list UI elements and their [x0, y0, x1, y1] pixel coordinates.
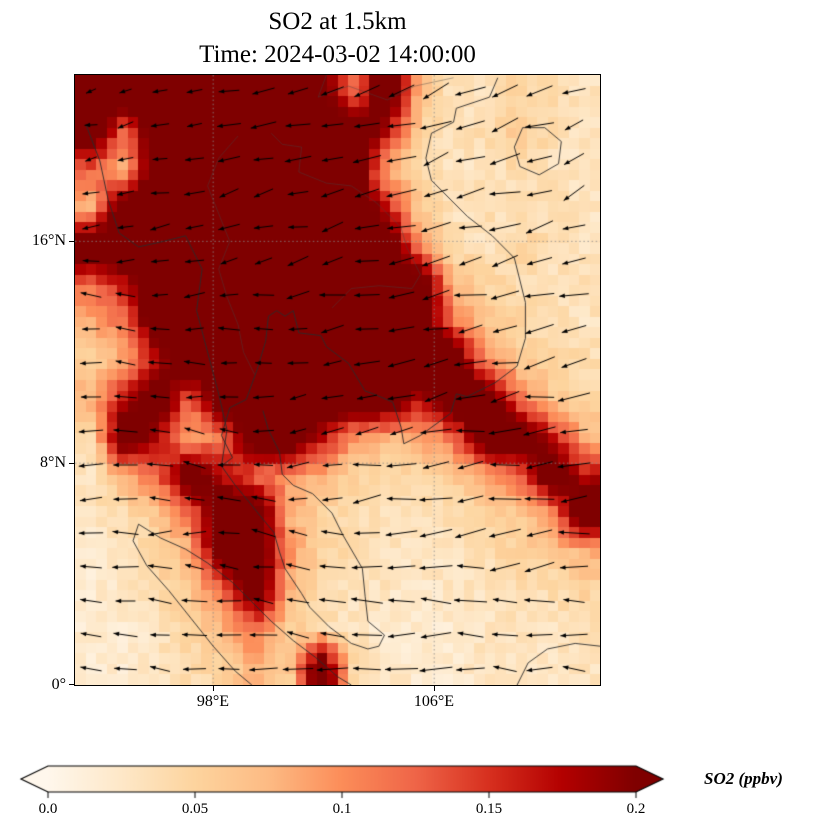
y-tick-mark [69, 241, 74, 242]
x-tick-mark [213, 686, 214, 691]
so2-heatmap-canvas [75, 75, 600, 685]
x-tick-label: 106°E [413, 693, 455, 710]
y-tick-mark [69, 684, 74, 685]
colorbar-label: SO2 (ppbv) [704, 769, 783, 788]
colorbar-tick-label: 0.2 [626, 801, 646, 817]
map-plot-area [74, 74, 601, 686]
colorbar-tick-label: 0.1 [332, 801, 352, 817]
y-tick-label: 8°N [40, 454, 66, 471]
chart-subtitle: Time: 2024-03-02 14:00:00 [199, 41, 476, 68]
colorbar-tick-label: 0.0 [38, 801, 58, 817]
colorbar-gradient-canvas [18, 763, 678, 801]
y-tick-label: 16°N [32, 232, 66, 249]
colorbar-tick-label: 0.15 [475, 801, 503, 817]
chart-title: SO2 at 1.5km [268, 8, 407, 35]
chart-title-block: SO2 at 1.5km Time: 2024-03-02 14:00:00 [75, 5, 600, 71]
y-tick-label: 0° [51, 676, 66, 693]
y-tick-mark [69, 463, 74, 464]
colorbar: 0.0 0.05 0.1 0.15 0.2 [18, 763, 678, 825]
x-tick-label: 98°E [196, 693, 230, 710]
colorbar-tick-label: 0.05 [181, 801, 209, 817]
x-tick-mark [434, 686, 435, 691]
